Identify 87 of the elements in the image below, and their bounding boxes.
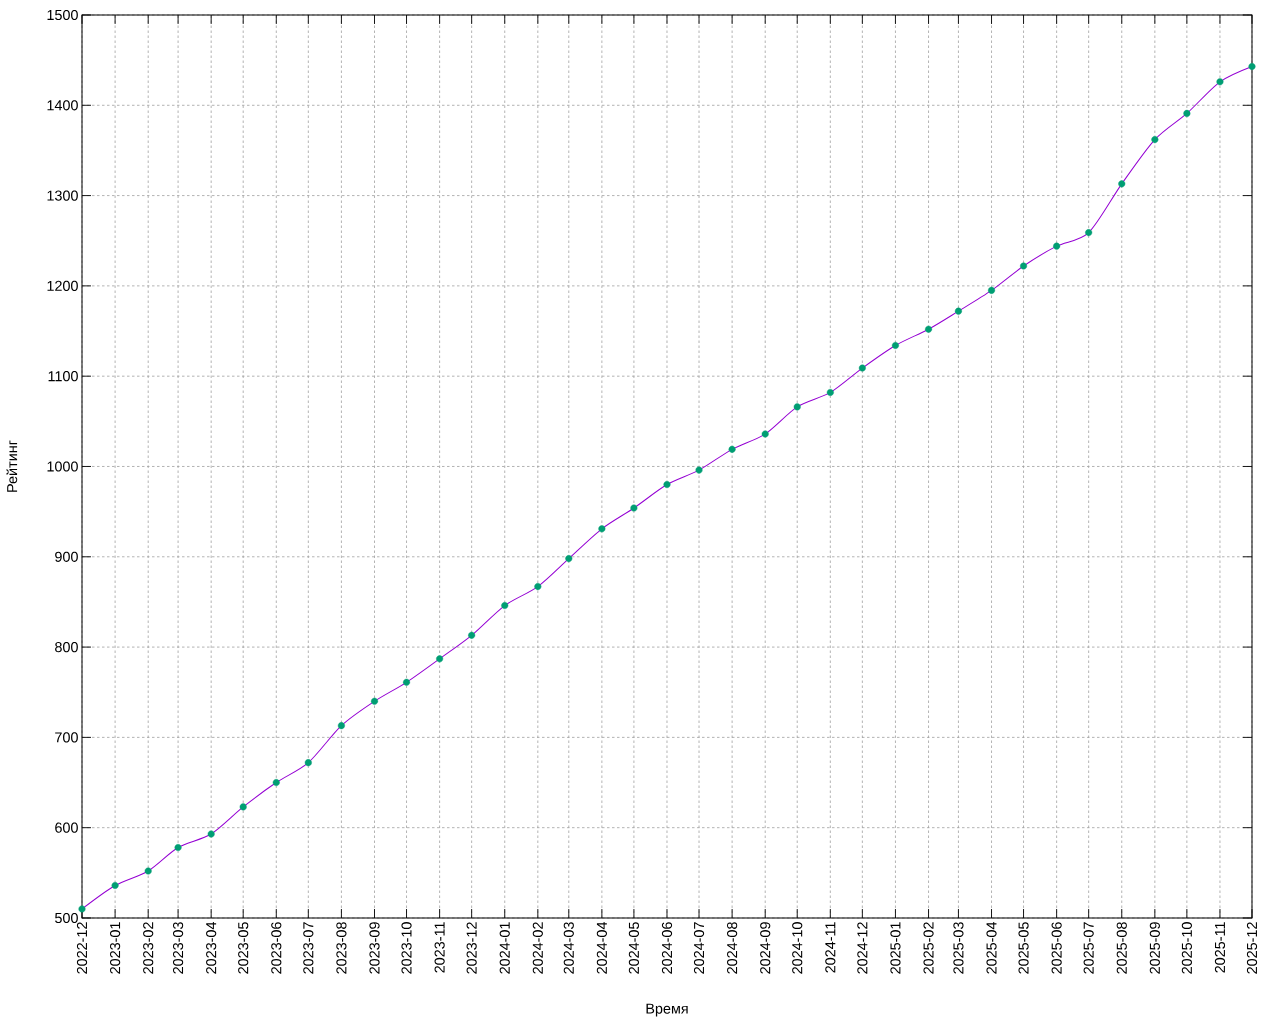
x-tick-label: 2024-02 [532,922,543,974]
x-tick-label: 2023-11 [434,922,445,973]
point [793,403,801,411]
x-tick-label: 2023-08 [336,922,347,974]
point [304,759,312,767]
point [1053,242,1061,250]
point [144,867,152,875]
x-tick-label: 2023-03 [172,922,184,974]
point [1151,136,1159,144]
y-axis-title: Рейтинг [6,440,18,492]
x-tick-label: 2023-12 [466,922,477,974]
point [403,678,411,686]
x-tick-label: 2023-09 [369,922,380,974]
x-tick-label: 2025-01 [890,922,901,974]
x-tick-label: 2024-12 [857,922,868,974]
y-tick-label: 1300 [47,190,78,201]
x-tick-label: 2025-11 [1214,922,1226,973]
point [436,655,444,663]
point [1183,109,1191,117]
point [174,844,182,852]
point [1085,229,1093,237]
y-tick-label: 600 [55,822,78,833]
x-tick-label: 2025-04 [986,921,997,974]
x-tick-label: 2025-07 [1083,922,1094,974]
y-tick-label: 1400 [47,100,78,111]
point [954,307,962,315]
x-tick-label: 2024-10 [792,922,803,974]
y-tick-label: 900 [55,551,78,562]
x-tick-label: 2023-06 [271,922,282,974]
x-tick-label: 2024-11 [825,922,836,973]
point [337,722,345,730]
point [826,388,834,396]
point [207,830,215,838]
point [695,466,703,474]
point [1118,180,1126,188]
y-tick-label: 1500 [47,9,78,21]
x-tick-label: 2025-06 [1051,922,1062,974]
x-axis-title: Время [646,1003,688,1017]
x-tick-label: 2022-12 [76,922,88,974]
y-tick-label: 1000 [47,461,78,472]
x-tick-label: 2024-08 [727,922,738,974]
point [371,697,378,705]
point [1020,262,1028,270]
point [1216,78,1224,86]
point [761,430,769,438]
point [272,779,280,787]
y-tick-label: 1200 [47,280,78,291]
x-tick-label: 2025-09 [1149,922,1160,974]
point [728,445,736,453]
x-tick-label: 2024-05 [628,922,639,974]
point [501,602,509,610]
x-tick-label: 2025-08 [1116,922,1127,974]
x-tick-label: 2023-05 [238,922,249,974]
point [891,341,899,349]
point [239,803,247,811]
x-tick-label: 2025-10 [1181,922,1192,974]
y-tick-label: 800 [55,641,78,653]
point [1248,62,1256,70]
point [468,631,476,639]
point [111,881,119,889]
point [858,364,866,372]
x-tick-label: 2023-01 [110,922,121,974]
point [663,481,671,489]
point [598,525,606,533]
x-tick-label: 2024-01 [499,922,510,974]
point [565,555,573,563]
x-tick-label: 2024-06 [661,922,673,974]
x-tick-label: 2024-07 [693,922,705,974]
x-tick-label: 2025-05 [1018,922,1029,974]
x-tick-label: 2023-02 [143,922,154,974]
x-tick-label: 2025-03 [953,922,964,974]
point [78,905,86,913]
point [534,583,542,591]
x-tick-label: 2024-04 [596,921,607,974]
point [925,325,933,333]
point [988,286,996,294]
x-tick-label: 2024-03 [563,922,574,974]
y-tick-label: 700 [55,732,78,743]
x-tick-label: 2023-10 [401,922,412,974]
x-tick-label: 2023-07 [303,922,314,974]
x-tick-label: 2023-04 [206,921,217,974]
x-tick-label: 2024-09 [760,922,771,974]
point [630,504,638,512]
x-tick-label: 2025-02 [923,922,934,974]
x-tick-label: 2025-12 [1246,922,1258,974]
y-tick-label: 1100 [48,371,78,382]
y-tick-label: 500 [55,912,78,924]
